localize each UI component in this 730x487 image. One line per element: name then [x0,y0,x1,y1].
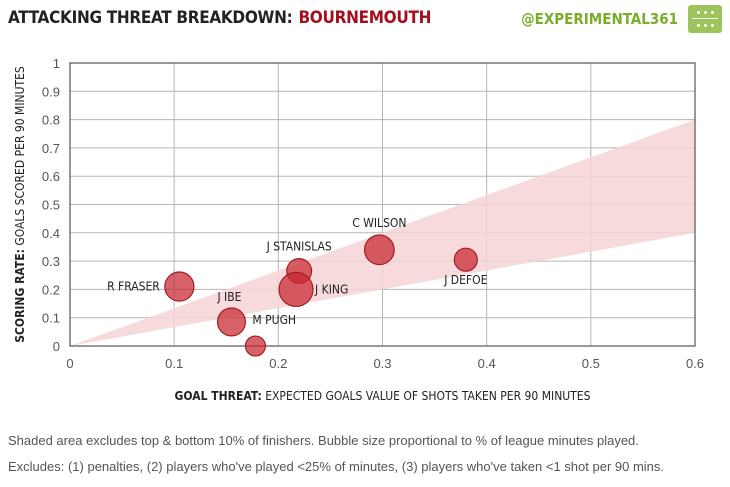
point-label: J KING [314,282,348,296]
x-tick-label: 0.3 [373,356,391,371]
x-tick-label: 0.4 [478,356,496,371]
y-tick-label: 0.5 [42,198,60,213]
x-tick-label: 0.5 [582,356,600,371]
y-tick-label: 0.6 [42,169,60,184]
y-tick-label: 1 [53,56,60,71]
title-prefix: ATTACKING THREAT BREAKDOWN: [8,8,293,28]
x-tick-label: 0.6 [686,356,704,371]
y-axis-label: SCORING RATE: GOALS SCORED PER 90 MINUTE… [13,66,27,343]
footnote-line-1: Shaded area excludes top & bottom 10% of… [8,433,639,448]
y-tick-label: 0.8 [42,113,60,128]
bubble [164,271,195,302]
point-label: R FRASER [107,280,160,294]
x-axis-label-rest: EXPECTED GOALS VALUE OF SHOTS TAKEN PER … [265,389,590,403]
y-tick-label: 0.9 [42,84,60,99]
x-tick-label: 0 [66,356,73,371]
y-tick-label: 0.1 [42,311,60,326]
bubble [244,335,266,357]
plot-frame [69,62,696,347]
point-label: C WILSON [352,216,406,230]
x-tick-label: 0.2 [269,356,287,371]
x-axis-label: GOAL THREAT: EXPECTED GOALS VALUE OF SHO… [175,389,591,403]
bubble [216,307,246,337]
player-labels: R FRASER J IBE M PUGH J STANISLAS J KING C WI… [107,216,488,327]
point-label: J IBE [216,290,241,304]
twitter-handle[interactable]: @EXPERIMENTAL361 [521,10,678,28]
x-tick-label: 0.1 [165,356,183,371]
y-tick-label: 0 [53,339,60,354]
point-label: M PUGH [252,313,296,327]
bubble [453,247,478,272]
y-tick-label: 0.2 [42,282,60,297]
y-tick-label: 0.3 [42,254,60,269]
x-axis-label-bold: GOAL THREAT: [175,389,262,403]
point-label: J STANISLAS [266,240,332,254]
y-axis-ticks: 0 0.1 0.2 0.3 0.4 0.5 0.6 0.7 0.8 0.9 1 [42,56,60,354]
pitch-icon [688,5,722,33]
x-axis-ticks: 0 0.1 0.2 0.3 0.4 0.5 0.6 [66,356,704,371]
point-label: J DEFOE [443,273,487,287]
team-name: BOURNEMOUTH [298,8,432,28]
bubble [278,271,314,307]
bubble [363,234,395,266]
y-tick-label: 0.4 [42,226,60,241]
footnote-line-2: Excludes: (1) penalties, (2) players who… [8,459,665,474]
chart-title: ATTACKING THREAT BREAKDOWN: BOURNEMOUTH [8,8,431,28]
y-tick-label: 0.7 [42,141,60,156]
y-axis-label-rest: GOALS SCORED PER 90 MINUTES [13,66,27,246]
bubbles [164,234,478,357]
finisher-band [70,119,695,346]
y-axis-label-bold: SCORING RATE: [13,249,27,343]
